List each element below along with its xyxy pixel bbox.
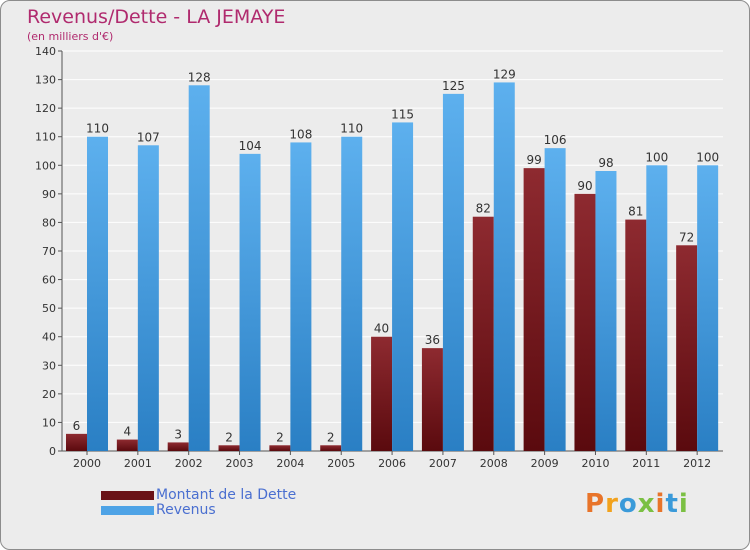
chart-title: Revenus/Dette - LA JEMAYE: [27, 6, 286, 28]
x-tick-label: 2008: [480, 457, 508, 470]
data-label-revenus: 108: [289, 127, 312, 141]
bars: [66, 82, 719, 452]
data-label-dette: 81: [628, 205, 643, 219]
y-tick-label: 40: [42, 331, 56, 344]
bar-dette: [421, 348, 443, 451]
x-tick-label: 2003: [226, 457, 254, 470]
legend-swatch-dette: [101, 491, 154, 500]
y-tick-label: 60: [42, 274, 56, 287]
logo-letter: o: [618, 489, 638, 519]
y-tick-label: 70: [42, 245, 56, 258]
logo-letter: x: [637, 489, 656, 519]
y-tick-label: 100: [35, 159, 56, 172]
bar-revenus: [442, 93, 464, 451]
x-tick-label: 2010: [581, 457, 609, 470]
bar-dette: [167, 442, 189, 451]
logo-letter: i: [678, 489, 689, 519]
x-tick-label: 2011: [632, 457, 660, 470]
bar-revenus: [392, 122, 414, 451]
logo-letter: i: [655, 489, 666, 519]
y-tick-label: 90: [42, 188, 56, 201]
logo-letter: P: [585, 489, 606, 519]
bar-dette: [269, 445, 291, 451]
bar-revenus: [646, 165, 668, 452]
data-label-dette: 2: [225, 430, 233, 444]
logo-letter: t: [665, 489, 679, 519]
data-label-dette: 90: [577, 179, 592, 193]
data-labels: 6 110 4 107 3 128 2 104 2 108 2 110 40 115 36 125 82 129 9…: [73, 67, 719, 444]
legend-label-revenus: Revenus: [156, 502, 216, 518]
data-label-revenus: 98: [598, 156, 613, 170]
proxiti-logo: Proxiti: [585, 489, 689, 519]
axes: 0 10 20 30 40 50 60 70 80 90 100 110 120 130 140 2000 20…: [35, 45, 711, 470]
data-label-revenus: 106: [544, 133, 567, 147]
bar-dette: [371, 336, 393, 451]
data-label-revenus: 100: [696, 150, 719, 164]
bar-revenus: [137, 145, 159, 452]
data-label-dette: 72: [679, 230, 694, 244]
bar-dette: [625, 219, 647, 451]
y-tick-label: 30: [42, 359, 56, 372]
y-tick-label: 0: [49, 445, 56, 458]
y-tick-label: 120: [35, 102, 56, 115]
data-label-dette: 36: [425, 333, 440, 347]
legend-label-dette: Montant de la Dette: [156, 487, 297, 503]
data-label-dette: 40: [374, 322, 389, 336]
data-label-dette: 2: [327, 430, 335, 444]
bar-revenus: [341, 136, 363, 451]
y-tick-label: 130: [35, 74, 56, 87]
bar-dette: [116, 439, 138, 451]
y-tick-label: 140: [35, 45, 56, 58]
bar-dette: [523, 168, 545, 451]
y-tick-label: 20: [42, 388, 56, 401]
data-label-revenus: 110: [86, 122, 109, 136]
bar-revenus: [290, 142, 312, 451]
x-tick-label: 2007: [429, 457, 457, 470]
data-label-revenus: 128: [188, 70, 211, 84]
y-tick-label: 10: [42, 416, 56, 429]
bar-dette: [574, 193, 596, 451]
data-label-revenus: 115: [391, 107, 414, 121]
bar-dette: [320, 445, 342, 451]
legend-swatch-revenus: [101, 506, 154, 515]
data-label-dette: 6: [73, 419, 81, 433]
chart-subtitle: (en milliers d'€): [27, 30, 114, 43]
data-label-dette: 3: [174, 427, 182, 441]
x-tick-label: 2001: [124, 457, 152, 470]
y-tick-label: 80: [42, 216, 56, 229]
data-label-dette: 82: [476, 202, 491, 216]
data-label-revenus: 129: [493, 67, 516, 81]
x-tick-label: 2005: [327, 457, 355, 470]
x-tick-label: 2009: [531, 457, 559, 470]
bar-dette: [218, 445, 240, 451]
y-tick-label: 50: [42, 302, 56, 315]
data-label-revenus: 100: [645, 150, 668, 164]
data-label-revenus: 107: [137, 130, 160, 144]
x-tick-label: 2006: [378, 457, 406, 470]
bar-revenus: [544, 148, 566, 451]
data-label-revenus: 125: [442, 79, 465, 93]
bar-revenus: [595, 171, 617, 451]
data-label-revenus: 104: [239, 139, 262, 153]
x-tick-label: 2000: [73, 457, 101, 470]
bar-revenus: [188, 85, 210, 452]
bar-revenus: [239, 153, 261, 451]
data-label-dette: 4: [124, 425, 132, 439]
x-tick-label: 2004: [276, 457, 304, 470]
bar-revenus: [87, 136, 108, 451]
bar-dette: [472, 216, 494, 451]
data-label-dette: 99: [526, 153, 541, 167]
bar-revenus: [493, 82, 515, 451]
y-tick-label: 110: [35, 131, 56, 144]
bar-dette: [676, 245, 698, 451]
bar-revenus: [697, 165, 719, 452]
bar-dette: [66, 433, 87, 451]
x-tick-label: 2012: [683, 457, 711, 470]
data-label-revenus: 110: [340, 122, 363, 136]
data-label-dette: 2: [276, 430, 284, 444]
logo-letter: r: [605, 489, 619, 519]
x-tick-label: 2002: [175, 457, 203, 470]
